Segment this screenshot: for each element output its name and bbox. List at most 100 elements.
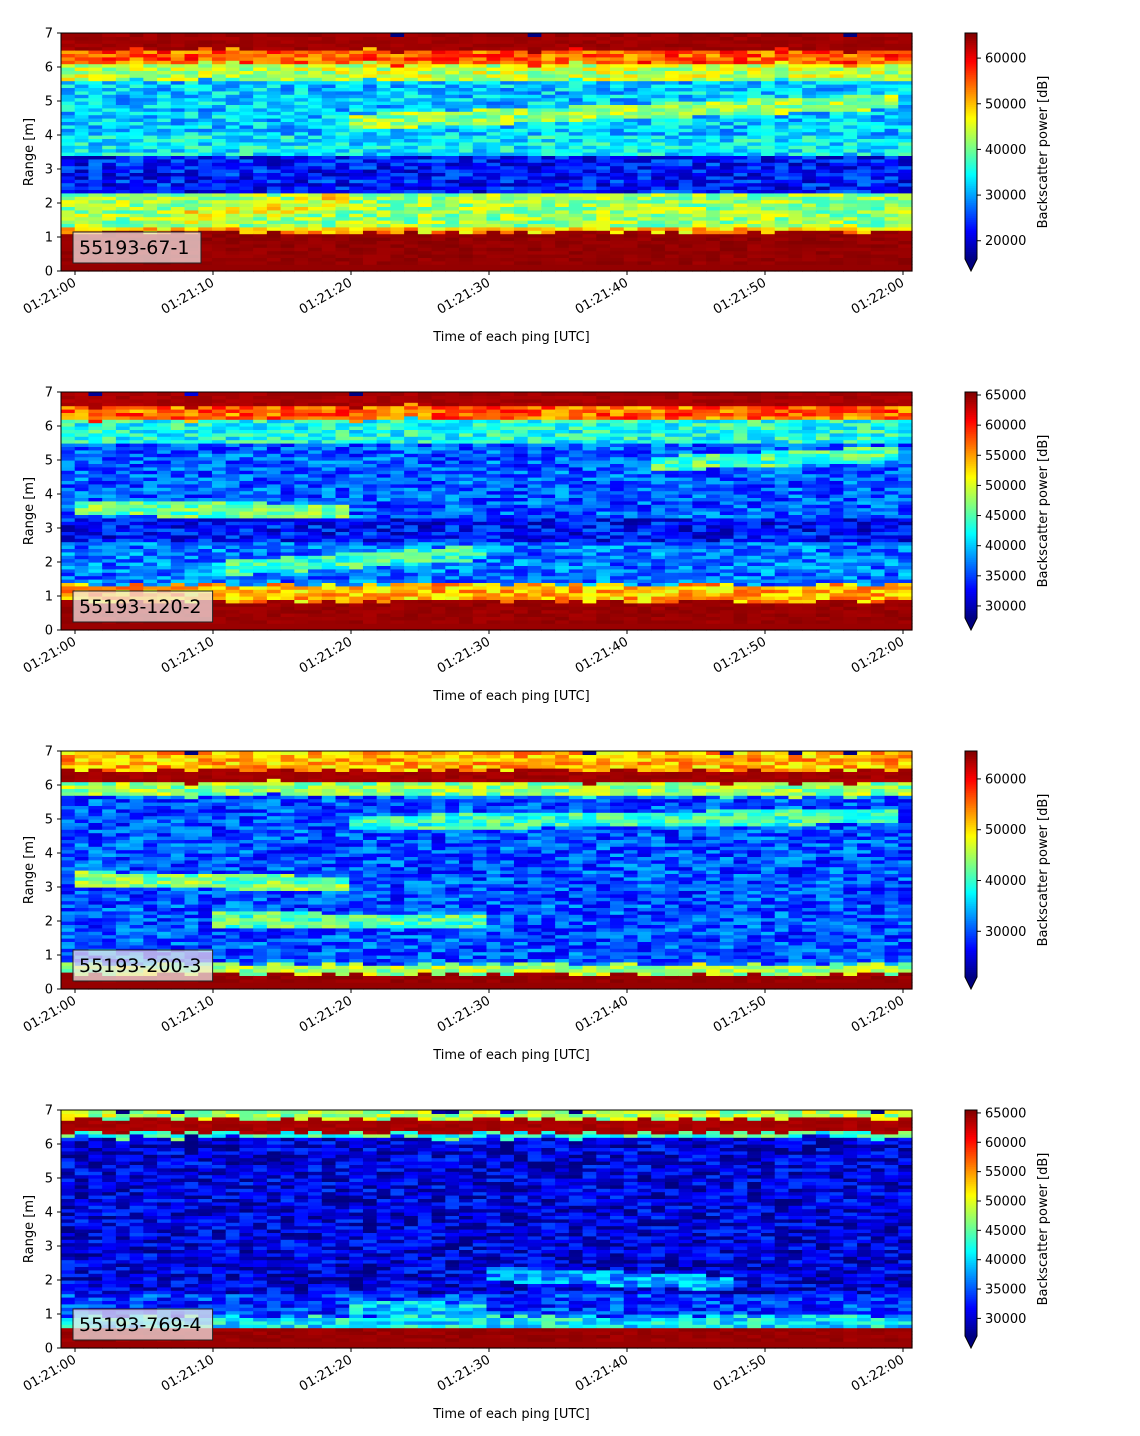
heatmap-cell [321, 104, 337, 109]
heatmap-cell [829, 135, 844, 139]
heatmap-cell [157, 114, 172, 119]
heatmap-cell [88, 80, 103, 85]
heatmap-cell [884, 196, 899, 201]
heatmap-cell [761, 175, 776, 180]
heatmap-cell [157, 90, 172, 95]
heatmap-cell [513, 135, 529, 139]
heatmap-cell [445, 36, 460, 41]
heatmap-cell [623, 46, 639, 51]
heatmap-cell [157, 128, 172, 133]
heatmap-cell [596, 114, 611, 119]
heatmap-cell [308, 175, 323, 180]
heatmap-cell [788, 80, 803, 85]
heatmap-cell [143, 419, 158, 424]
heatmap-cell [294, 87, 309, 92]
heatmap-cell [898, 247, 913, 252]
heatmap-cell [637, 141, 652, 146]
heatmap-cell [115, 145, 131, 150]
heatmap-cell [362, 226, 378, 231]
heatmap-cell [829, 264, 844, 269]
heatmap-cell [376, 155, 392, 160]
heatmap-cell [747, 199, 762, 204]
heatmap-cell [266, 53, 282, 58]
heatmap-cell [555, 243, 570, 248]
heatmap-cell [829, 73, 844, 78]
heatmap-cell [651, 148, 666, 153]
heatmap-cell [719, 36, 735, 41]
heatmap-cell [404, 77, 419, 82]
heatmap-cell [157, 101, 172, 105]
heatmap-cell [719, 264, 735, 269]
heatmap-cell [445, 77, 460, 82]
heatmap-cell [143, 128, 158, 133]
heatmap-cell [294, 260, 309, 265]
heatmap-cell [788, 186, 803, 190]
heatmap-cell [445, 46, 460, 51]
heatmap-cell [308, 90, 323, 95]
heatmap-cell [61, 94, 76, 99]
heatmap-cell [349, 131, 364, 136]
heatmap-cell [445, 70, 460, 75]
heatmap-cell [349, 141, 364, 146]
heatmap-cell [596, 226, 611, 231]
heatmap-cell [102, 186, 117, 190]
heatmap-cell [61, 90, 76, 95]
heatmap-cell [774, 101, 790, 105]
heatmap-cell [678, 114, 693, 119]
heatmap-cell [472, 114, 488, 119]
heatmap-cell [610, 33, 625, 37]
heatmap-cell [843, 230, 858, 235]
heatmap-cell [143, 192, 158, 197]
heatmap-cell [335, 90, 350, 95]
colorbar-segment [965, 189, 977, 192]
heatmap-cell [129, 169, 144, 173]
heatmap-cell [157, 169, 172, 173]
heatmap-cell [664, 237, 680, 241]
heatmap-cell [596, 216, 611, 221]
heatmap-cell [582, 203, 597, 207]
heatmap-cell [843, 213, 858, 218]
heatmap-cell [898, 141, 913, 146]
x-tick-label: 01:21:10 [159, 275, 217, 317]
heatmap-cell [486, 260, 501, 265]
heatmap-cell [266, 56, 282, 61]
heatmap-cell [651, 182, 666, 187]
heatmap-cell [747, 145, 762, 150]
heatmap-cell [870, 155, 886, 160]
heatmap-cell [266, 243, 282, 248]
heatmap-cell [486, 196, 501, 201]
heatmap-cell [308, 257, 323, 262]
heatmap-cell [500, 67, 515, 71]
heatmap-cell [637, 230, 652, 235]
heatmap-cell [362, 169, 378, 173]
heatmap-cell [747, 141, 762, 146]
heatmap-cell [266, 121, 282, 126]
heatmap-cell [198, 257, 213, 262]
heatmap-cell [143, 487, 158, 492]
heatmap-cell [280, 67, 295, 71]
heatmap-cell [719, 182, 735, 187]
heatmap-cell [692, 223, 707, 228]
heatmap-cell [376, 203, 392, 207]
heatmap-cell [527, 36, 543, 41]
heatmap-cell [102, 131, 117, 136]
heatmap-cell [719, 33, 735, 37]
heatmap-cell [74, 67, 90, 71]
heatmap-cell [362, 213, 378, 218]
heatmap-cell [390, 260, 405, 265]
heatmap-cell [555, 138, 570, 143]
heatmap-cell [582, 135, 597, 139]
heatmap-cell [568, 223, 584, 228]
heatmap-cell [129, 94, 144, 99]
heatmap-cell [321, 145, 337, 150]
heatmap-cell [582, 247, 597, 252]
heatmap-cell [239, 189, 254, 194]
heatmap-cell [513, 267, 529, 272]
heatmap-cell [843, 199, 858, 204]
heatmap-cell [555, 33, 570, 37]
heatmap-cell [541, 94, 556, 99]
heatmap-cell [266, 97, 282, 102]
heatmap-cell [280, 172, 295, 177]
heatmap-cell [802, 67, 817, 71]
heatmap-cell [61, 233, 76, 238]
